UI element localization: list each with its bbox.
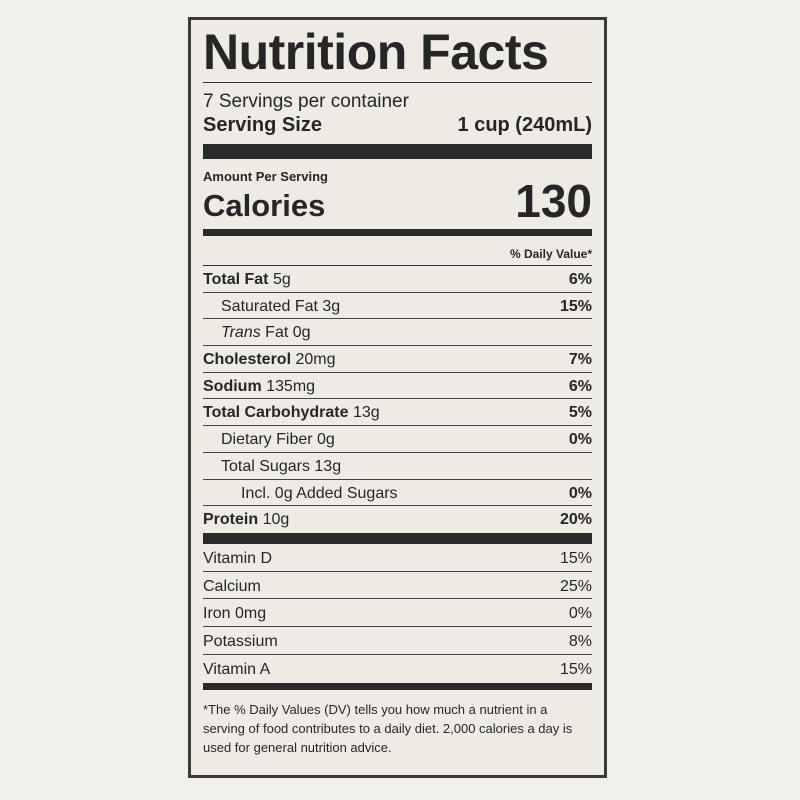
nutrient-daily-value: 7% — [568, 351, 592, 369]
vitamin-daily-value: 0% — [568, 605, 592, 623]
nutrient-name-group: Incl. 0g Added Sugars — [203, 480, 398, 506]
nutrition-facts-label: Nutrition Facts 7 Servings per container… — [188, 17, 607, 778]
nutrient-name-group: Total Carbohydrate 13g — [203, 399, 380, 425]
nutrient-row: Protein 10g 20% — [203, 506, 592, 533]
nutrient-name-group: Sodium 135mg — [203, 373, 315, 399]
nutrient-name: Sodium — [203, 377, 262, 395]
nutrient-amount: 13g — [314, 457, 342, 475]
vitamin-row: Iron 0mg 0% — [203, 599, 592, 628]
divider — [203, 82, 592, 83]
calories-value: 130 — [515, 175, 592, 227]
nutrient-daily-value: 0% — [568, 431, 592, 449]
nutrient-row: Total Fat 5g 6% — [203, 266, 592, 293]
vitamin-list: Vitamin D 15% Calcium 25% Iron 0mg 0% Potassiu… — [203, 544, 592, 683]
calories-label: Calories — [203, 188, 326, 223]
label-title: Nutrition Facts — [203, 24, 549, 80]
nutrient-name-group: Saturated Fat 3g — [203, 293, 340, 319]
vitamin-name: Calcium — [203, 577, 261, 595]
nutrient-daily-value: 6% — [568, 377, 592, 395]
nutrient-row: Total Carbohydrate 13g 5% — [203, 399, 592, 427]
vitamin-name: Vitamin A — [203, 661, 271, 679]
nutrient-amount: 20mg — [295, 351, 336, 369]
vitamin-row: Vitamin D 15% — [203, 544, 592, 572]
nutrient-name: Protein — [203, 511, 259, 529]
calories-row: Calories 130 — [203, 178, 592, 224]
vitamin-row: Vitamin A 15% — [203, 655, 592, 683]
nutrient-name: Total Carbohydrate — [203, 404, 349, 422]
nutrient-name: Cholesterol — [203, 351, 292, 369]
nutrient-row: Incl. 0g Added Sugars 0% — [203, 480, 592, 507]
nutrient-name: Trans — [221, 324, 261, 342]
nutrient-name-group: Total Sugars 13g — [203, 453, 341, 479]
nutrient-row: Sodium 135mg 6% — [203, 373, 592, 400]
nutrient-amount: Fat 0g — [265, 324, 311, 342]
amount-per-serving: Amount Per Serving — [203, 169, 328, 184]
servings-per-container: 7 Servings per container — [203, 91, 409, 112]
nutrient-daily-value: 5% — [568, 404, 592, 422]
nutrient-name: Incl. 0g Added Sugars — [241, 484, 398, 502]
vitamin-daily-value: 25% — [559, 577, 592, 595]
nutrient-name: Saturated Fat — [221, 297, 318, 315]
vitamin-daily-value: 15% — [559, 549, 592, 567]
nutrient-daily-value: 0% — [568, 484, 592, 502]
footnote: *The % Daily Values (DV) tells you how m… — [203, 701, 573, 755]
nutrient-name-group: Cholesterol 20mg — [203, 346, 336, 372]
serving-size: Serving Size 1 cup (240mL) — [203, 112, 592, 138]
nutrient-row: Total Sugars 13g — [203, 453, 592, 480]
nutrient-daily-value: 6% — [568, 271, 592, 288]
vitamin-daily-value: 15% — [559, 661, 592, 679]
nutrient-name-group: Total Fat 5g — [203, 266, 291, 292]
daily-value-header: % Daily Value* — [203, 236, 592, 266]
nutrient-list: Total Fat 5g 6% Saturated Fat 3g 15% Trans F… — [203, 266, 592, 533]
nutrient-amount: 0g — [317, 431, 335, 449]
medium-divider — [203, 682, 592, 690]
nutrient-amount: 3g — [322, 297, 341, 315]
nutrient-name-group: Trans Fat 0g — [203, 319, 311, 345]
nutrient-name-group: Dietary Fiber 0g — [203, 426, 335, 452]
nutrient-name: Dietary Fiber — [221, 431, 313, 449]
nutrient-row: Cholesterol 20mg 7% — [203, 346, 592, 373]
nutrient-amount: 13g — [352, 404, 380, 422]
vitamin-daily-value: 8% — [568, 633, 592, 651]
vitamin-row: Potassium 8% — [203, 627, 592, 656]
nutrient-row: Saturated Fat 3g 15% — [203, 293, 592, 320]
nutrient-amount: 10g — [262, 511, 290, 529]
nutrient-name-group: Protein 10g — [203, 506, 289, 533]
serving-size-value: 1 cup (240mL) — [457, 114, 592, 136]
nutrient-amount: 5g — [272, 271, 291, 288]
vitamin-name: Iron 0mg — [203, 605, 267, 623]
nutrient-name: Total Fat — [203, 271, 269, 288]
nutrient-daily-value: 20% — [559, 511, 592, 529]
thick-divider — [203, 144, 592, 159]
medium-divider — [203, 229, 592, 236]
vitamin-name: Vitamin D — [203, 549, 273, 567]
vitamin-name: Potassium — [203, 633, 278, 651]
nutrient-amount: 135mg — [266, 377, 316, 395]
nutrient-name: Total Sugars — [221, 457, 310, 475]
serving-size-label: Serving Size — [203, 114, 322, 136]
nutrient-row: Trans Fat 0g — [203, 319, 592, 347]
nutrient-daily-value: 15% — [559, 297, 592, 315]
vitamin-row: Calcium 25% — [203, 572, 592, 600]
nutrient-row: Dietary Fiber 0g 0% — [203, 426, 592, 453]
thick-divider — [203, 532, 592, 544]
